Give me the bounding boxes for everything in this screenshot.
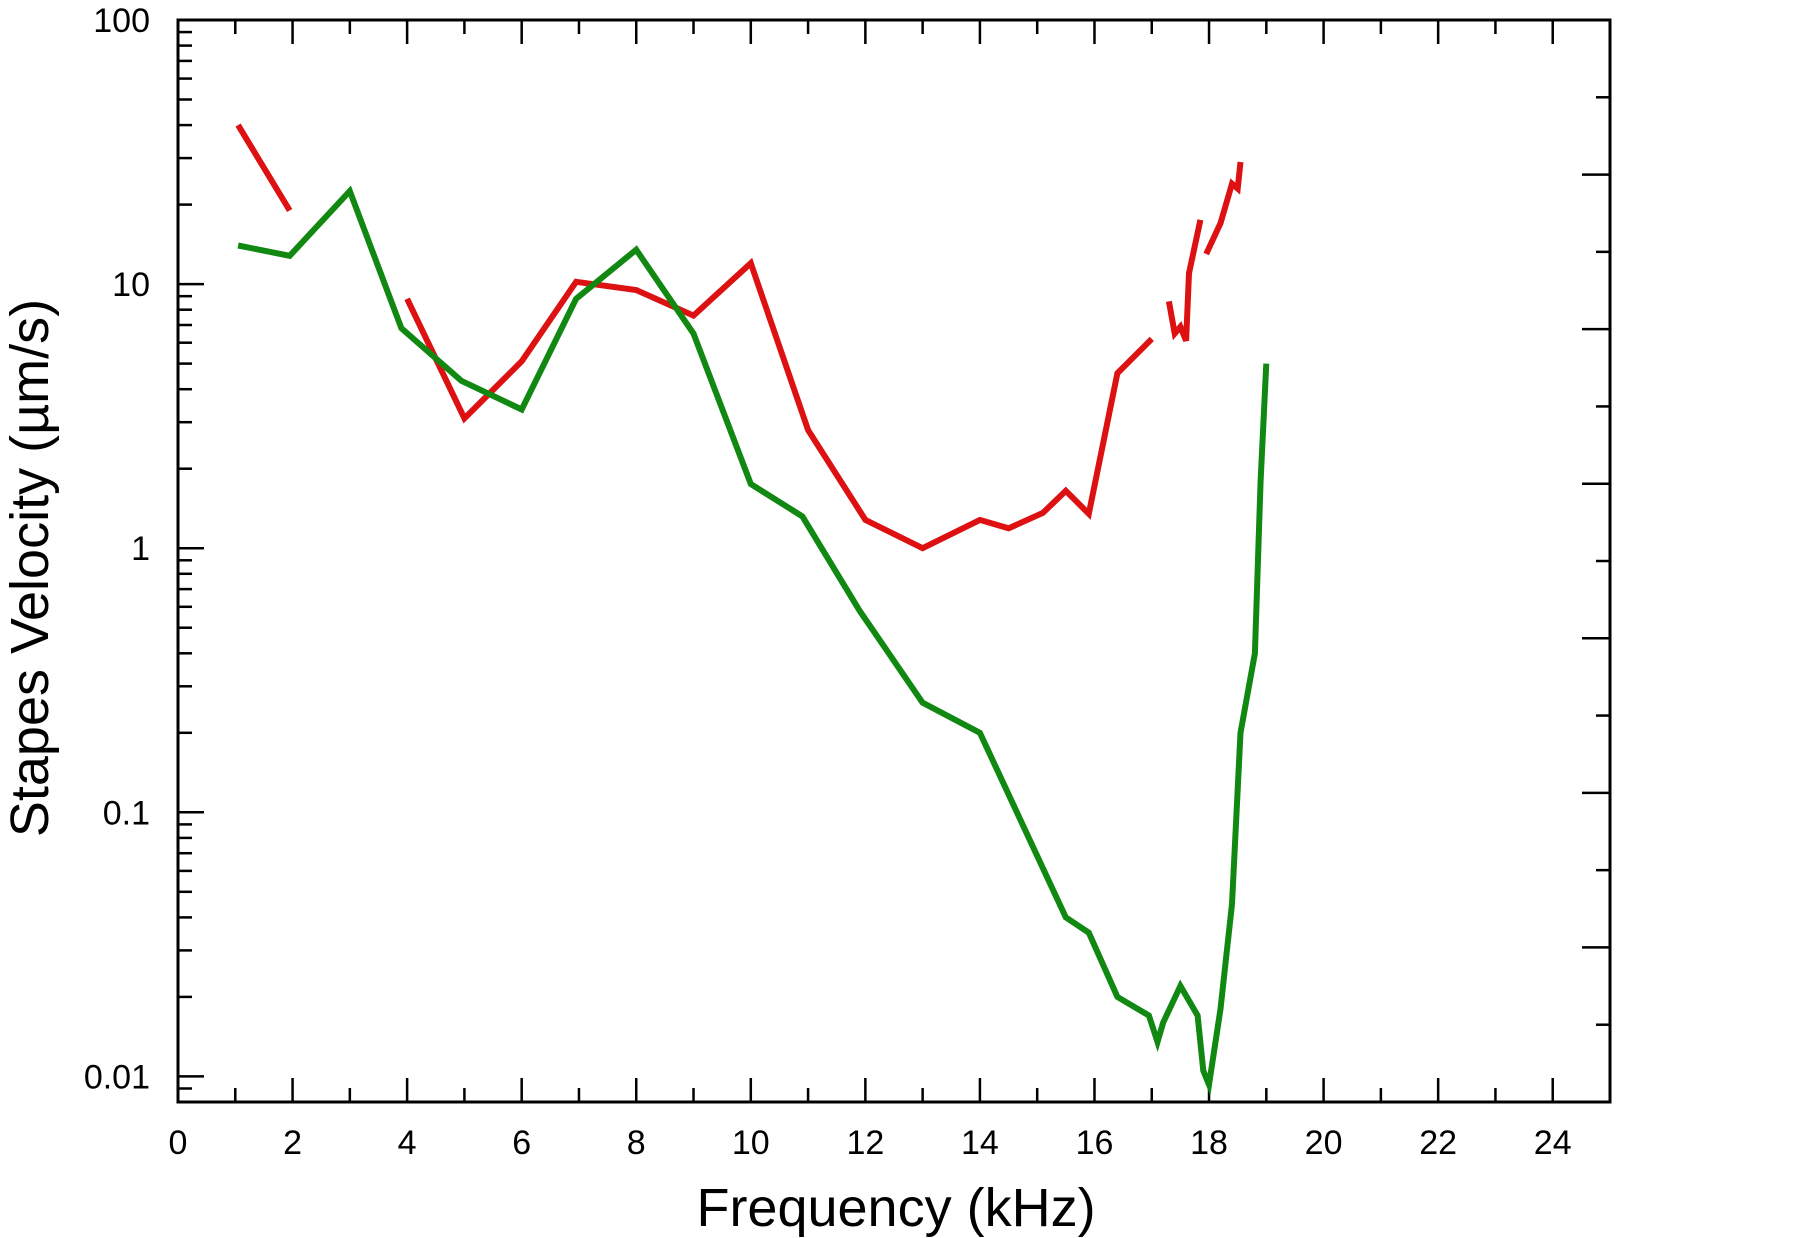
x-tick-label: 24 [1534,1124,1572,1162]
x-tick-label: 12 [846,1124,884,1162]
x-tick-label: 18 [1190,1124,1228,1162]
x-tick-label: 22 [1419,1124,1457,1162]
x-tick-label: 8 [627,1124,646,1162]
x-tick-label: 16 [1076,1124,1114,1162]
series-1 [235,123,1244,552]
x-tick-label: 2 [283,1124,302,1162]
y-tick-label: 0.01 [84,1058,150,1096]
y-tick-label: 100 [93,2,150,40]
x-axis-title: Frequency (kHz) [696,1178,1095,1238]
series-1-line [1203,161,1244,256]
x-tick-label: 10 [732,1124,770,1162]
series-2-line [237,185,1270,1096]
data-series [235,123,1270,1096]
series-1-line [1165,219,1204,342]
y-axis-title: Stapes Velocity (µm/s) [0,299,60,837]
plot-frame [176,18,1612,1104]
series-1-line [235,123,293,213]
x-tick-label: 14 [961,1124,999,1162]
y-tick-label: 0.1 [103,794,150,832]
plot-area-border [176,18,1612,1104]
x-tick-label: 4 [398,1124,417,1162]
y-tick-label: 10 [112,266,150,304]
x-tick-label: 20 [1305,1124,1343,1162]
series-2 [237,185,1270,1096]
y-tick-label: 1 [131,530,150,568]
x-tick-label: 0 [169,1124,188,1162]
axis-ticks [176,18,1612,1104]
series-1-line [404,257,1154,552]
x-tick-label: 6 [512,1124,531,1162]
